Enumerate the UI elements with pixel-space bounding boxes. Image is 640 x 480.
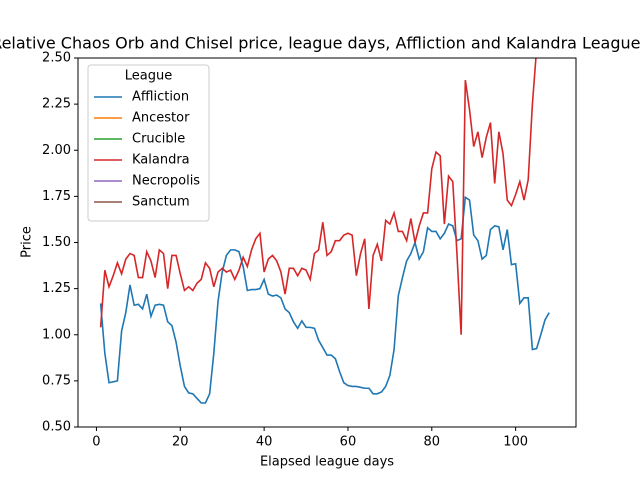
- legend-label: Sanctum: [132, 195, 190, 210]
- legend-label: Necropolis: [132, 174, 200, 189]
- x-tick-label: 60: [340, 435, 357, 450]
- y-axis-label: Price: [20, 226, 35, 258]
- legend-label: Kalandra: [132, 153, 190, 168]
- x-tick-label: 20: [172, 435, 189, 450]
- x-axis-label: Elapsed league days: [260, 455, 394, 470]
- series-line: [99, 195, 550, 404]
- x-tick-label: 100: [503, 435, 528, 450]
- legend-title: League: [125, 69, 172, 84]
- chart-title: Relative Chaos Orb and Chisel price, lea…: [0, 34, 640, 53]
- x-tick-label: 40: [256, 435, 273, 450]
- y-tick-label: 1.75: [42, 189, 71, 204]
- y-tick-label: 0.50: [42, 420, 71, 435]
- y-tick-label: 2.50: [42, 51, 71, 66]
- y-tick-label: 1.25: [42, 281, 71, 296]
- y-tick-label: 1.00: [42, 327, 71, 342]
- plot-area: [99, 58, 550, 404]
- x-tick-label: 0: [92, 435, 100, 450]
- series-line: [99, 58, 537, 335]
- y-tick-label: 2.25: [42, 97, 71, 112]
- legend-label: Ancestor: [132, 111, 190, 126]
- y-tick-label: 1.50: [42, 235, 71, 250]
- legend-label: Crucible: [132, 132, 185, 147]
- x-tick-label: 80: [424, 435, 441, 450]
- legend-box: [87, 64, 210, 222]
- y-tick-label: 2.00: [42, 143, 71, 158]
- legend-label: Affliction: [132, 90, 189, 105]
- y-tick-label: 0.75: [42, 373, 71, 388]
